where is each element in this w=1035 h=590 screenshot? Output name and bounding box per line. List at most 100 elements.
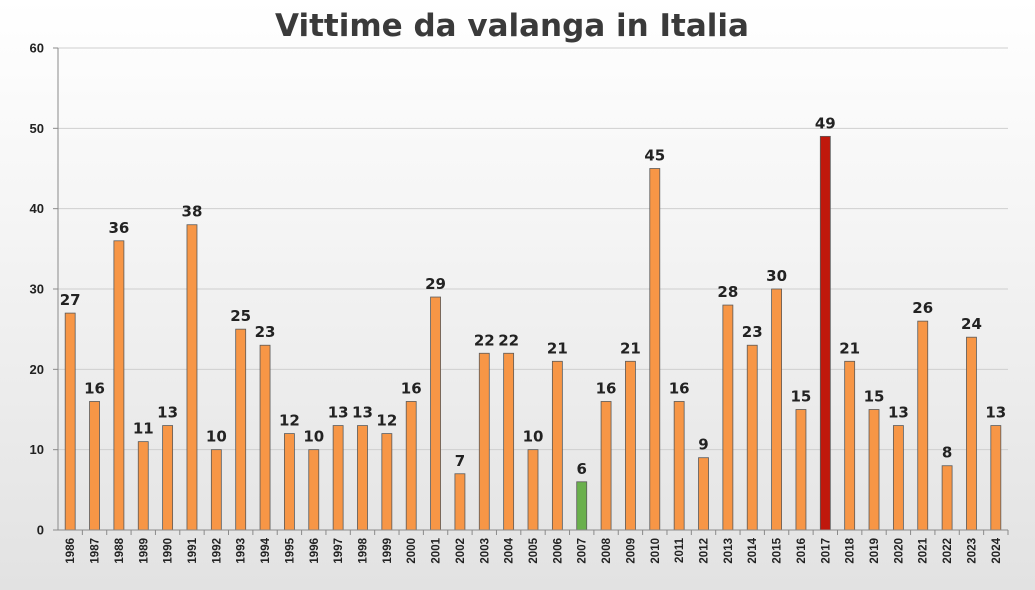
data-label-2006: 21 xyxy=(547,339,568,357)
data-label-2013: 28 xyxy=(717,283,738,301)
y-tick-label: 20 xyxy=(30,362,44,377)
bar-1997 xyxy=(332,425,344,531)
data-label-2022: 8 xyxy=(942,444,952,462)
data-label-1998: 13 xyxy=(352,404,373,422)
x-tick-label-2007: 2007 xyxy=(577,538,589,564)
y-tick-label: 30 xyxy=(30,282,44,297)
bar-2023 xyxy=(966,336,977,531)
bar-2013 xyxy=(722,304,734,531)
data-label-2010: 45 xyxy=(644,147,665,165)
data-label-2016: 15 xyxy=(791,388,812,406)
x-tick-label-1996: 1996 xyxy=(309,538,321,564)
x-tick-label-2001: 2001 xyxy=(431,537,443,563)
data-label-2014: 23 xyxy=(742,323,763,341)
data-label-2002: 7 xyxy=(455,452,465,470)
x-tick-label-2021: 2021 xyxy=(918,537,930,563)
y-tick-label: 10 xyxy=(30,442,44,457)
bar-1998 xyxy=(357,425,368,531)
x-tick-label-2020: 2020 xyxy=(893,538,905,564)
bar-1989 xyxy=(137,441,149,531)
y-tick-label: 40 xyxy=(30,201,44,216)
data-label-1986: 27 xyxy=(60,291,81,309)
x-tick-label-2024: 2024 xyxy=(991,537,1003,563)
x-tick-label-2017: 2017 xyxy=(820,538,832,564)
x-tick-label-2014: 2014 xyxy=(747,537,759,563)
bar-2020 xyxy=(892,425,904,531)
bar-2002 xyxy=(454,473,466,531)
x-tick-label-2009: 2009 xyxy=(625,538,637,564)
data-label-1992: 10 xyxy=(206,428,227,446)
bar-2004 xyxy=(503,352,515,531)
bar-1999 xyxy=(381,433,393,531)
y-tick-label: 0 xyxy=(37,523,44,538)
x-tick-label-1994: 1994 xyxy=(260,537,272,563)
bar-1988 xyxy=(113,240,125,531)
bar-2024 xyxy=(990,425,1002,531)
bar-1992 xyxy=(210,449,222,531)
x-tick-label-1987: 1987 xyxy=(90,538,102,564)
x-tick-label-1993: 1993 xyxy=(236,538,248,564)
y-tick-label: 50 xyxy=(30,121,44,136)
x-tick-label-2002: 2002 xyxy=(455,538,467,564)
bar-1990 xyxy=(162,425,174,531)
x-tick-label-2016: 2016 xyxy=(796,538,808,564)
x-tick-label-1988: 1988 xyxy=(114,537,126,563)
chart-title: Vittime da valanga in Italia xyxy=(275,8,749,44)
data-label-2008: 16 xyxy=(596,379,617,397)
data-label-1987: 16 xyxy=(84,379,105,397)
x-tick-label-1999: 1999 xyxy=(382,538,394,564)
bar-1991 xyxy=(186,224,198,531)
bar-2015 xyxy=(771,288,782,531)
bar-2021 xyxy=(917,320,929,531)
data-label-1999: 12 xyxy=(376,412,397,430)
bar-2022 xyxy=(941,465,953,531)
x-tick-label-2013: 2013 xyxy=(723,538,735,564)
data-label-2020: 13 xyxy=(888,404,909,422)
bar-1996 xyxy=(308,449,320,531)
bars xyxy=(64,135,1002,531)
bar-2008 xyxy=(600,401,612,531)
x-tick-label-2011: 2011 xyxy=(674,537,686,563)
data-label-2001: 29 xyxy=(425,275,446,293)
bar-2001 xyxy=(430,296,441,531)
x-tick-label-1992: 1992 xyxy=(211,538,223,564)
x-tick-label-1990: 1990 xyxy=(163,538,175,564)
bar-2000 xyxy=(405,401,417,531)
x-axis: 1986 1987 1988 1989 1990 1991 1992 1993 1994 1995… xyxy=(58,529,1009,564)
bar-2003 xyxy=(478,352,490,531)
bar-2012 xyxy=(698,457,709,531)
bar-2009 xyxy=(625,360,636,531)
bar-2007 xyxy=(576,481,588,531)
data-label-1994: 23 xyxy=(255,323,276,341)
bar-2019 xyxy=(868,409,880,531)
data-label-1988: 36 xyxy=(108,219,129,237)
bar-2005 xyxy=(527,449,539,531)
data-label-1993: 25 xyxy=(230,307,251,325)
bar-1995 xyxy=(284,433,295,531)
bar-1993 xyxy=(235,328,247,531)
bar-2011 xyxy=(673,401,685,531)
x-tick-label-1997: 1997 xyxy=(333,538,345,564)
data-label-2004: 22 xyxy=(498,331,519,349)
x-tick-label-2008: 2008 xyxy=(601,537,613,563)
data-label-2005: 10 xyxy=(523,428,544,446)
bar-2014 xyxy=(746,344,758,531)
x-tick-label-2012: 2012 xyxy=(699,538,711,564)
x-tick-label-1998: 1998 xyxy=(357,537,369,563)
data-label-2009: 21 xyxy=(620,339,641,357)
x-tick-label-1991: 1991 xyxy=(187,537,199,563)
x-tick-label-1986: 1986 xyxy=(65,538,77,564)
data-label-2012: 9 xyxy=(698,436,708,454)
x-tick-label-2006: 2006 xyxy=(552,538,564,564)
data-label-2018: 21 xyxy=(839,339,860,357)
bar-2018 xyxy=(844,360,856,531)
bar-2016 xyxy=(795,409,807,531)
data-label-1995: 12 xyxy=(279,412,300,430)
data-label-2015: 30 xyxy=(766,267,787,285)
data-label-2021: 26 xyxy=(912,299,933,317)
bar-2010 xyxy=(649,168,661,531)
x-tick-label-2018: 2018 xyxy=(845,537,857,563)
data-label-2024: 13 xyxy=(985,404,1006,422)
